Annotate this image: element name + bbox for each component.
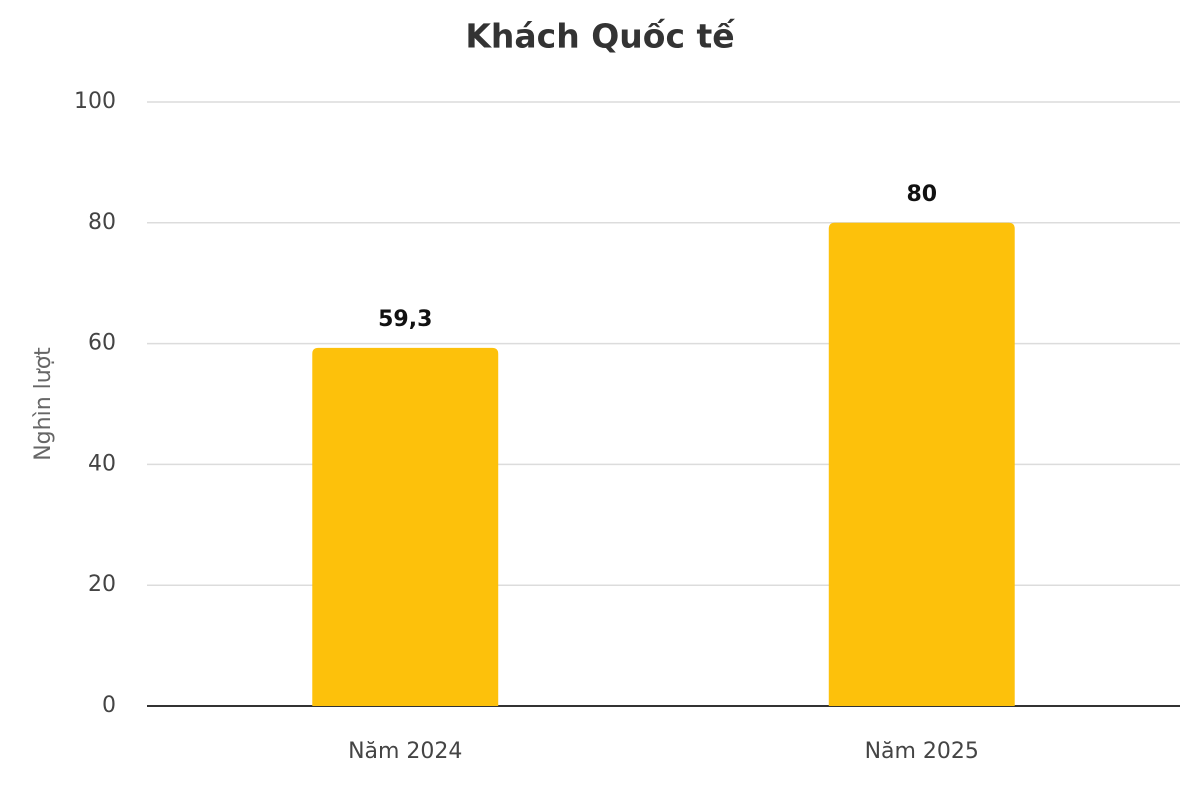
y-tick-label: 0 [102,693,116,718]
value-label: 59,3 [378,307,432,332]
value-label: 80 [906,182,937,207]
chart-title: Khách Quốc tế [465,17,735,56]
y-axis-label: Nghìn lượt [31,347,56,461]
y-tick-label: 80 [88,210,116,235]
x-tick-label: Năm 2024 [348,739,462,764]
y-tick-label: 60 [88,331,116,356]
bar [828,222,1015,707]
y-tick-label: 20 [88,572,116,597]
y-tick-label: 40 [88,451,116,476]
y-tick-label: 100 [74,89,116,114]
bar [312,347,499,706]
x-tick-label: Năm 2025 [865,739,979,764]
